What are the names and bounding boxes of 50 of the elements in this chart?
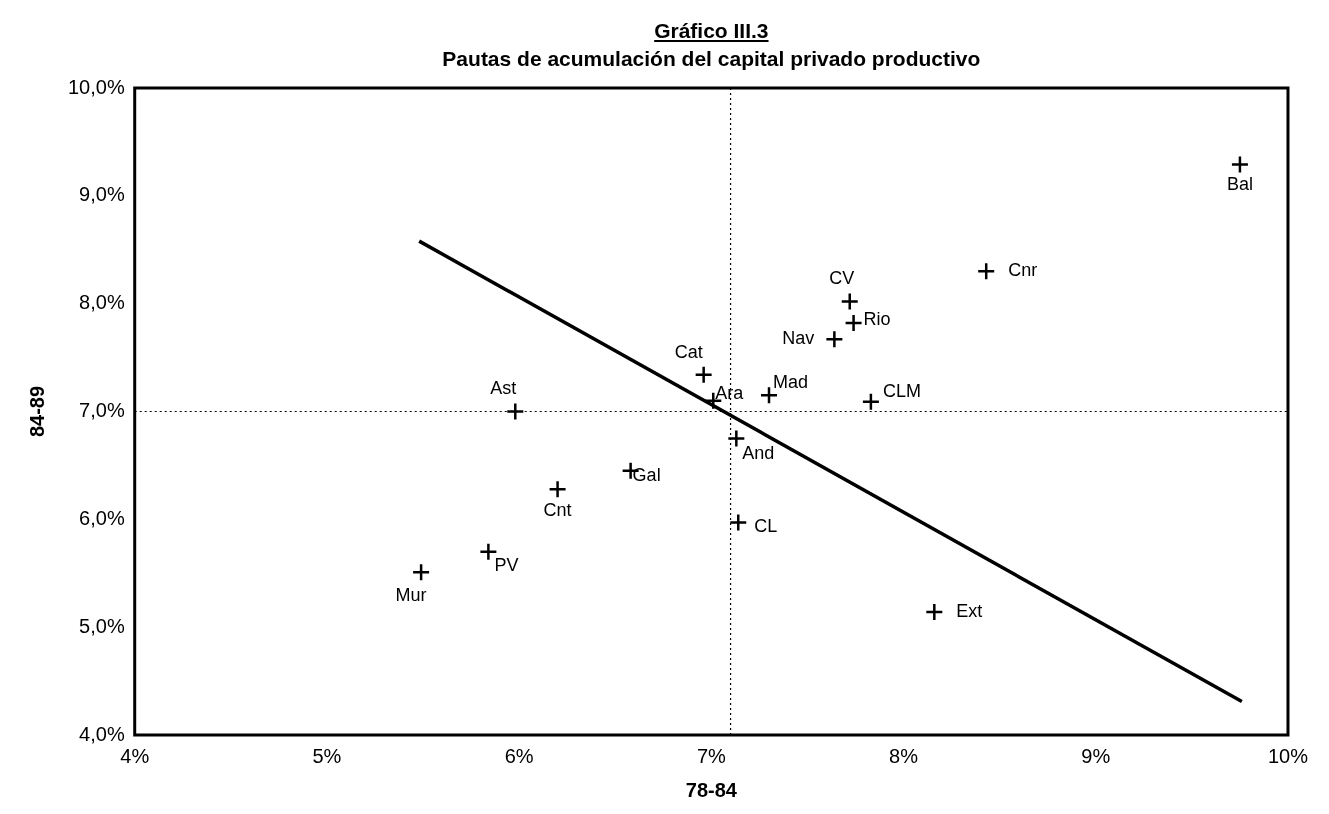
annotation: CL	[754, 515, 778, 536]
y-tick-label: 6,0%	[79, 506, 125, 529]
point	[694, 365, 713, 385]
y-tick-label: 4,0%	[79, 722, 125, 745]
annotation: Bal	[1226, 173, 1253, 194]
point	[759, 386, 779, 405]
x-tick-label: 7%	[696, 744, 727, 767]
point	[861, 392, 881, 412]
y-axis-title: 84-89	[25, 385, 48, 438]
annotation: CV	[829, 268, 855, 289]
point	[727, 429, 746, 448]
y-tick-label: 7,0%	[79, 399, 125, 422]
y-tick-label: 8,0%	[79, 291, 125, 314]
annotation: Rio	[863, 309, 891, 330]
annotation: PV	[494, 554, 519, 575]
point	[976, 262, 996, 281]
point	[840, 292, 859, 311]
annotation: Mur	[395, 585, 427, 606]
point	[925, 602, 944, 622]
annotation: Ast	[490, 378, 517, 399]
point	[729, 513, 748, 532]
annotation: Mad	[773, 372, 809, 393]
annotation: CLM	[882, 380, 921, 401]
point	[411, 562, 431, 582]
chart-title: Gráfico III.3	[654, 19, 769, 42]
annotation: Cnt	[543, 500, 572, 521]
x-tick-label: 10%	[1267, 744, 1309, 767]
x-axis-title: 78-84	[685, 778, 738, 801]
point	[506, 402, 525, 421]
point	[844, 313, 863, 333]
y-tick-label: 5,0%	[79, 614, 125, 637]
x-tick-label: 8%	[889, 744, 919, 767]
y-tick-label: 9,0%	[79, 183, 125, 206]
point	[1230, 155, 1250, 174]
x-tick-label: 9%	[1081, 744, 1111, 767]
x-tick-label: 6%	[504, 744, 534, 767]
annotation: And	[742, 443, 775, 464]
y-tick-label: 10,0%	[67, 75, 125, 98]
x-tick-label: 4%	[120, 744, 150, 767]
point	[825, 330, 844, 349]
point	[548, 479, 567, 499]
annotation: Cat	[674, 341, 703, 362]
annotation: Ext	[956, 601, 983, 622]
annotation: Nav	[782, 328, 815, 349]
annotation: Ara	[715, 382, 745, 403]
x-tick-label: 5%	[312, 744, 342, 767]
annotation: Cnr	[1008, 260, 1038, 281]
annotation: Gal	[632, 464, 661, 485]
chart-subtitle: Pautas de acumulación del capital privado productivo	[442, 47, 981, 70]
point	[479, 542, 498, 561]
